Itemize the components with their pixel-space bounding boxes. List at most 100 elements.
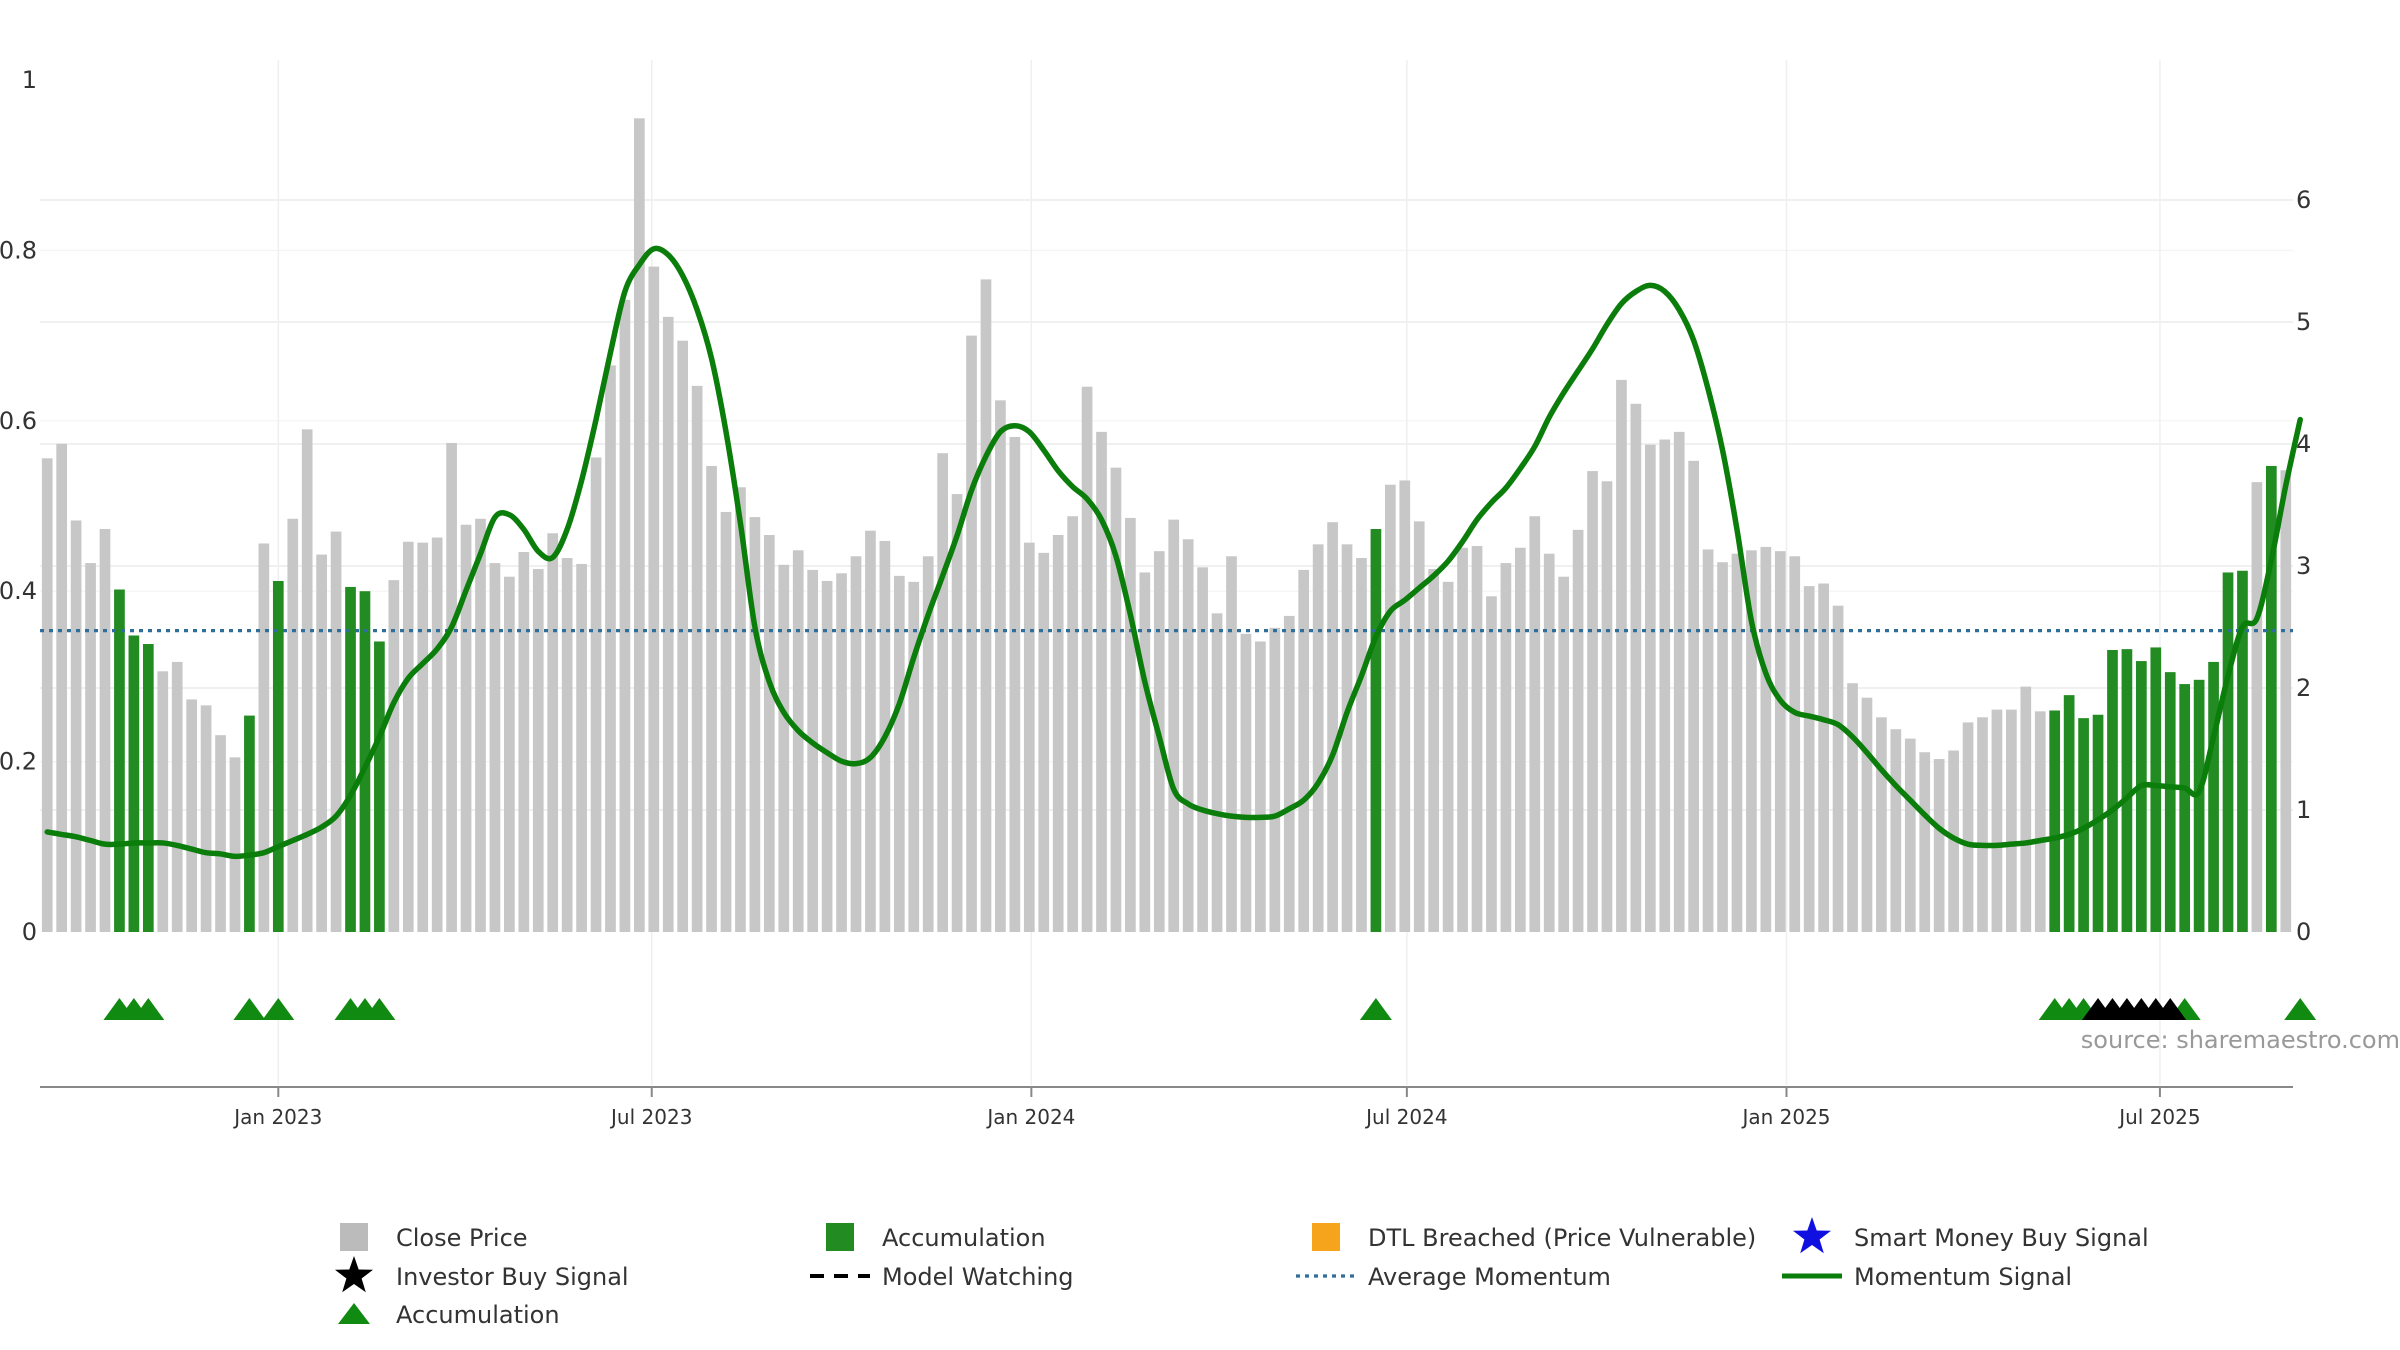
- close-price-bar: [1948, 750, 1959, 932]
- close-price-bar: [1746, 550, 1757, 932]
- close-price-bar: [634, 118, 645, 933]
- legend-label: Accumulation: [396, 1301, 560, 1329]
- close-price-bar: [1616, 379, 1627, 932]
- x-tick-label: Jul 2023: [609, 1105, 692, 1129]
- signal-markers-layer: [103, 998, 2317, 1020]
- accumulation-bar: [2092, 714, 2104, 932]
- right-y-tick-label: 1: [2296, 796, 2311, 824]
- accumulation-marker: [363, 998, 396, 1020]
- accumulation-bar: [2193, 679, 2205, 932]
- close-price-bar: [1255, 641, 1266, 932]
- accumulation-bar: [2179, 684, 2191, 932]
- close-price-bar: [547, 533, 559, 932]
- accumulation-marker: [233, 998, 266, 1020]
- close-price-bar: [706, 465, 717, 932]
- close-price-bar: [1110, 467, 1122, 932]
- close-price-bar: [1125, 517, 1136, 932]
- legend: Close Price Accumulation DTL Breached (Pri…: [335, 1217, 2149, 1329]
- close-price-bar: [330, 531, 342, 932]
- close-price-bar: [619, 299, 631, 932]
- close-price-bar: [1052, 534, 1064, 932]
- close-price-bar: [99, 529, 111, 932]
- close-price-bar: [576, 563, 587, 932]
- close-price-bar: [1096, 431, 1107, 932]
- close-price-bar: [1587, 471, 1598, 932]
- close-price-bar: [1659, 439, 1671, 932]
- close-price-bar: [922, 556, 934, 932]
- close-price-bar: [1399, 480, 1411, 932]
- momentum-signal-line: [44, 245, 2303, 860]
- close-price-bar: [908, 581, 920, 932]
- close-price-bar: [70, 520, 82, 932]
- close-price-bar: [561, 557, 573, 932]
- close-price-bar: [1327, 522, 1338, 932]
- close-price-bar: [1385, 484, 1396, 932]
- right-y-tick-label: 3: [2296, 552, 2311, 580]
- axes-layer: Jan 2023 Jul 2023 Jan 2024 Jul 2024 Jan 2025…: [0, 66, 2311, 1129]
- close-price-bar: [995, 400, 1006, 933]
- close-price-bar: [1182, 539, 1194, 932]
- accumulation-bar: [1370, 529, 1382, 932]
- accumulation-bar: [345, 586, 356, 932]
- close-price-bar: [662, 316, 674, 932]
- accumulation-marker: [262, 998, 295, 1020]
- accumulation-bar: [114, 589, 125, 932]
- close-price-bar: [1832, 605, 1844, 932]
- legend-label: Model Watching: [882, 1263, 1074, 1291]
- left-y-tick-label: 0.8: [0, 236, 37, 264]
- close-price-bar: [56, 443, 68, 932]
- source-note: source: sharemaestro.com: [2081, 1026, 2400, 1054]
- left-y-tick-label: 1: [22, 66, 37, 94]
- close-price-bar: [1312, 544, 1324, 932]
- close-price-bar: [1876, 717, 1887, 932]
- close-price-bar: [1038, 552, 1050, 932]
- close-price-bar: [648, 266, 660, 933]
- close-price-bar: [431, 537, 443, 932]
- close-price-bar: [475, 518, 486, 932]
- close-price-bar: [951, 494, 963, 932]
- close-price-bar: [460, 524, 472, 932]
- accumulation-bar: [2222, 572, 2234, 932]
- x-tick-label: Jul 2024: [1364, 1105, 1447, 1129]
- close-price-bar: [1486, 596, 1497, 932]
- legend-swatch-green-square: [826, 1223, 854, 1251]
- right-y-tick-label: 0: [2296, 918, 2311, 946]
- legend-label: Close Price: [396, 1224, 528, 1252]
- close-price-bar: [937, 453, 948, 932]
- accumulation-bar: [2265, 465, 2277, 932]
- momentum-signal-layer: [44, 245, 2303, 860]
- close-price-bar: [1919, 752, 1931, 932]
- legend-label: DTL Breached (Price Vulnerable): [1368, 1224, 1756, 1252]
- close-price-bar: [215, 735, 226, 932]
- close-price-bar: [1818, 583, 1829, 932]
- close-price-bars: [41, 118, 2292, 933]
- close-price-bar: [1009, 436, 1021, 932]
- close-price-bar: [1688, 460, 1699, 932]
- close-price-bar: [1890, 729, 1902, 932]
- close-price-bar: [1991, 709, 2003, 932]
- close-price-bar: [749, 517, 761, 932]
- accumulation-bar: [2237, 570, 2248, 932]
- close-price-bar: [1226, 556, 1237, 932]
- close-price-bar: [417, 542, 429, 932]
- left-y-tick-label: 0.2: [0, 748, 37, 776]
- close-price-bar: [1269, 627, 1281, 932]
- close-price-bar: [1023, 542, 1035, 932]
- close-price-bar: [1197, 567, 1208, 932]
- legend-label: Investor Buy Signal: [396, 1263, 629, 1291]
- accumulation-bar: [374, 641, 385, 932]
- close-price-bar: [200, 705, 212, 932]
- x-tick-label: Jul 2025: [2117, 1105, 2200, 1129]
- legend-swatch-orange-square: [1312, 1223, 1340, 1251]
- close-price-bar: [1774, 551, 1786, 932]
- close-price-bar: [258, 543, 270, 932]
- accumulation-bar: [2208, 661, 2219, 932]
- close-price-bar: [1442, 581, 1454, 932]
- close-price-bar: [821, 580, 833, 932]
- close-price-bar: [1644, 444, 1656, 932]
- close-price-bar: [186, 699, 197, 932]
- legend-label: Smart Money Buy Signal: [1854, 1224, 2149, 1252]
- close-price-bar: [763, 534, 775, 932]
- close-price-bar: [489, 563, 501, 932]
